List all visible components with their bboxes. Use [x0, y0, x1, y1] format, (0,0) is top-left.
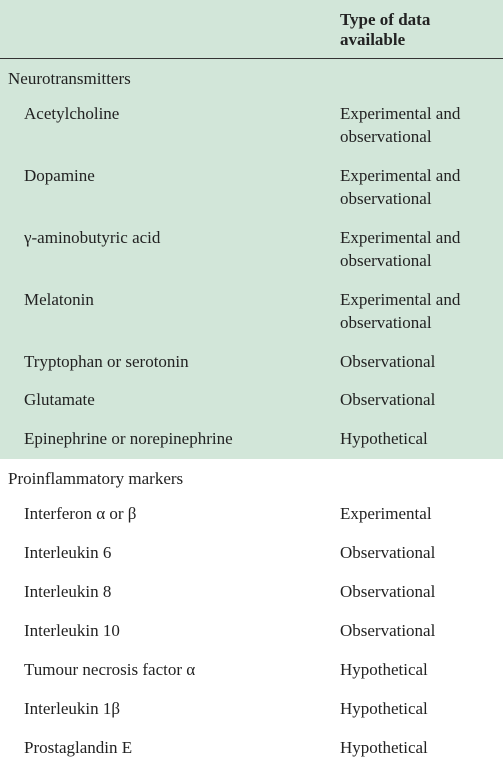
- header-col2: Type of data available: [332, 0, 503, 59]
- header-col1: [0, 0, 332, 59]
- section-title: Proinflammatory markers: [0, 459, 503, 495]
- section-header-row: Neurotransmitters: [0, 59, 503, 96]
- row-name: Prostaglandin E: [0, 729, 332, 768]
- table-row: DopamineExperimental and observational: [0, 157, 503, 219]
- row-data-type: Observational: [332, 381, 503, 420]
- row-data-type: Hypothetical: [332, 690, 503, 729]
- row-name: Interleukin 8: [0, 573, 332, 612]
- row-name: Interleukin 1β: [0, 690, 332, 729]
- table-row: AcetylcholineExperimental and observatio…: [0, 95, 503, 157]
- row-name: Interferon α or β: [0, 495, 332, 534]
- row-data-type: Observational: [332, 343, 503, 382]
- row-name: Acetylcholine: [0, 95, 332, 157]
- table-row: Interferon α or βExperimental: [0, 495, 503, 534]
- table-row: Interleukin 8Observational: [0, 573, 503, 612]
- table-row: Interleukin 6Observational: [0, 534, 503, 573]
- row-data-type: Experimental and observational: [332, 281, 503, 343]
- row-name: Tryptophan or serotonin: [0, 343, 332, 382]
- row-data-type: Experimental and observational: [332, 157, 503, 219]
- table-row: GlutamateObservational: [0, 381, 503, 420]
- biomarker-table: Type of data available Neurotransmitters…: [0, 0, 503, 768]
- row-name: Dopamine: [0, 157, 332, 219]
- table-row: Epinephrine or norepinephrineHypothetica…: [0, 420, 503, 459]
- row-name: Interleukin 6: [0, 534, 332, 573]
- table-header-row: Type of data available: [0, 0, 503, 59]
- row-data-type: Hypothetical: [332, 651, 503, 690]
- row-data-type: Experimental: [332, 495, 503, 534]
- section-header-row: Proinflammatory markers: [0, 459, 503, 495]
- row-name: Interleukin 10: [0, 612, 332, 651]
- row-data-type: Hypothetical: [332, 729, 503, 768]
- table-row: Interleukin 1βHypothetical: [0, 690, 503, 729]
- row-name: Tumour necrosis factor α: [0, 651, 332, 690]
- row-data-type: Observational: [332, 612, 503, 651]
- row-name: Glutamate: [0, 381, 332, 420]
- table-row: γ-aminobutyric acidExperimental and obse…: [0, 219, 503, 281]
- row-data-type: Experimental and observational: [332, 219, 503, 281]
- row-name: Melatonin: [0, 281, 332, 343]
- section-title: Neurotransmitters: [0, 59, 503, 96]
- row-name: γ-aminobutyric acid: [0, 219, 332, 281]
- row-data-type: Observational: [332, 534, 503, 573]
- table-row: Prostaglandin EHypothetical: [0, 729, 503, 768]
- row-data-type: Hypothetical: [332, 420, 503, 459]
- table-row: Tumour necrosis factor αHypothetical: [0, 651, 503, 690]
- table-row: Tryptophan or serotoninObservational: [0, 343, 503, 382]
- row-data-type: Observational: [332, 573, 503, 612]
- table-row: MelatoninExperimental and observational: [0, 281, 503, 343]
- row-name: Epinephrine or norepinephrine: [0, 420, 332, 459]
- table-row: Interleukin 10Observational: [0, 612, 503, 651]
- row-data-type: Experimental and observational: [332, 95, 503, 157]
